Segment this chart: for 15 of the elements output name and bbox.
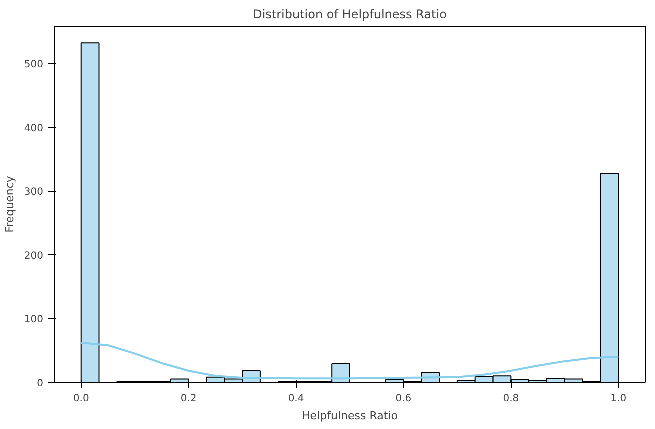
y-tick-label: 500 xyxy=(24,60,44,71)
chart-title: Distribution of Helpfulness Ratio xyxy=(253,8,447,22)
x-tick-label: 0.8 xyxy=(503,394,520,404)
y-tick-label: 300 xyxy=(24,187,44,198)
x-tick-label: 0.2 xyxy=(180,394,197,404)
x-tick-label: 1.0 xyxy=(610,394,627,404)
y-axis-title: Frequency xyxy=(3,176,16,233)
y-tick-label: 0 xyxy=(37,378,44,390)
x-tick-label: 0.6 xyxy=(396,394,412,404)
x-tick-label: 0.4 xyxy=(288,394,304,404)
x-tick-label: 0.0 xyxy=(73,394,90,404)
y-tick-label: 400 xyxy=(24,123,44,134)
x-axis-title: Helpfulness Ratio xyxy=(302,410,398,422)
y-tick-label: 200 xyxy=(24,250,44,262)
y-tick-label: 100 xyxy=(24,314,44,326)
